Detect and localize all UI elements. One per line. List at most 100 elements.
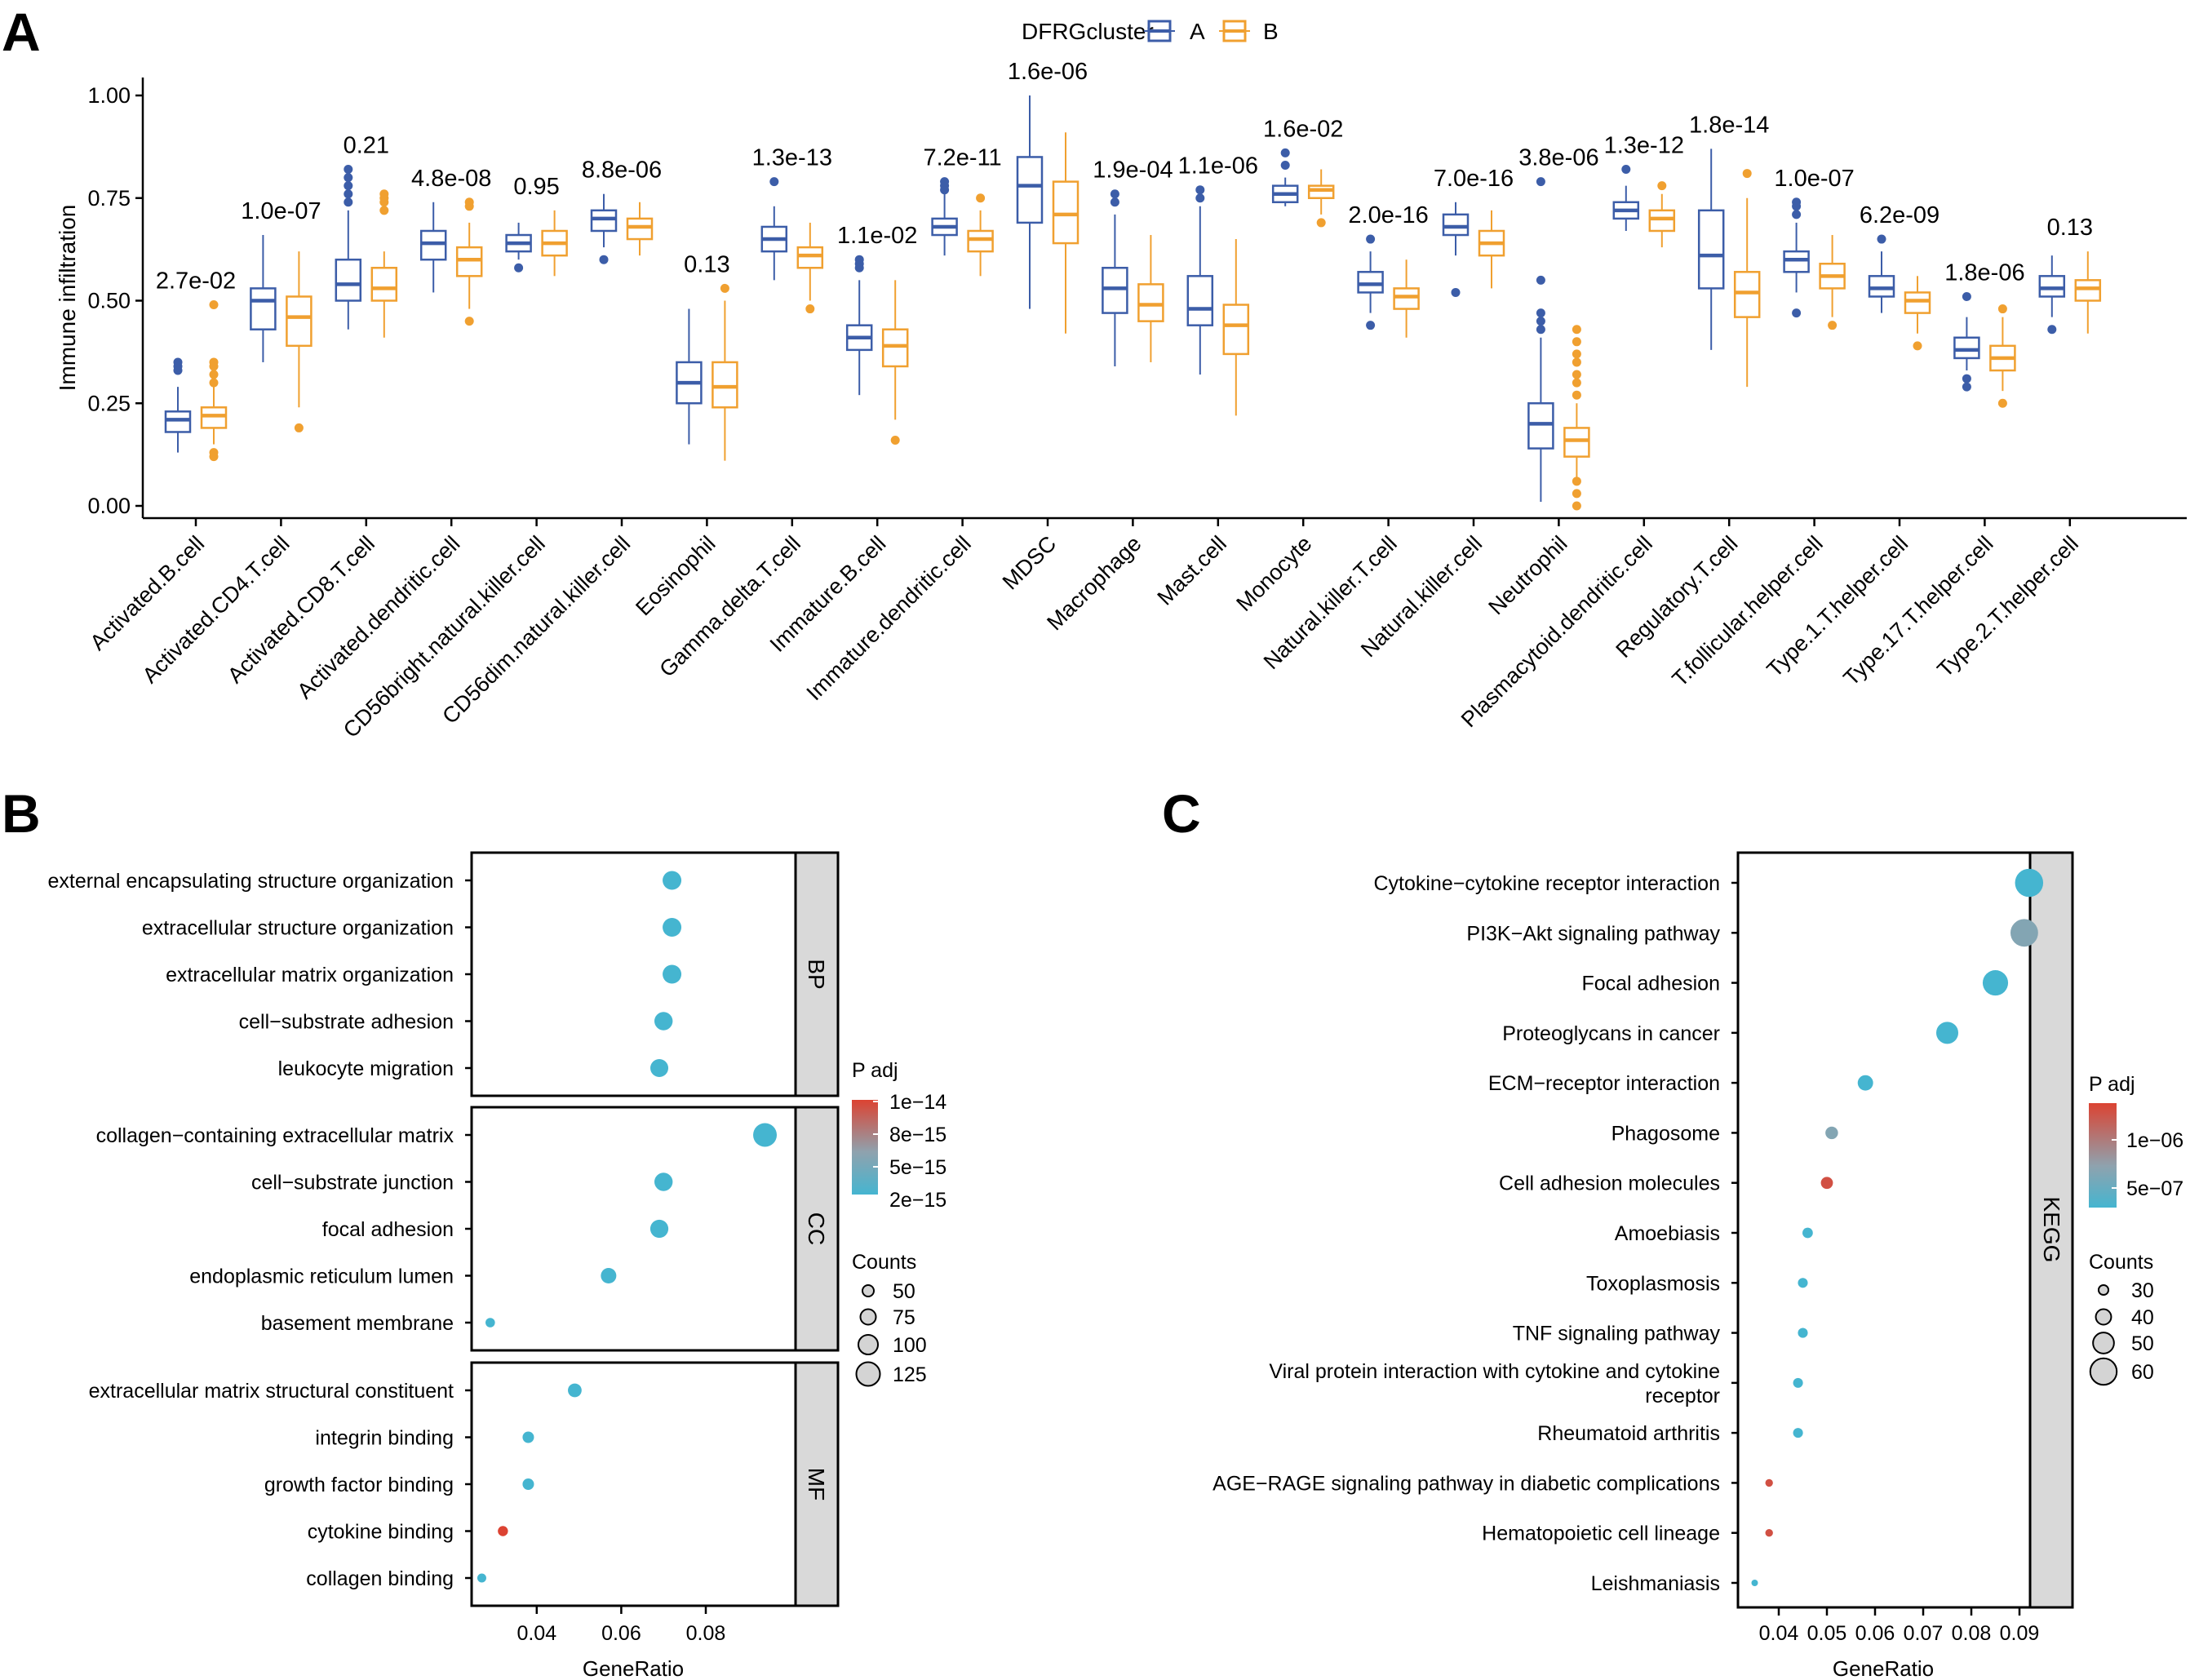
outlier-point [1195,193,1205,203]
b-facet-frame [470,1361,797,1607]
c-legend-counts-label: 60 [2131,1361,2154,1384]
box [1868,275,1895,298]
outlier-point [1657,181,1667,191]
b-term-label: collagen binding [306,1567,454,1590]
c-dot [1798,1278,1808,1288]
box [626,217,654,241]
box [419,229,447,261]
outlier-point [1280,161,1290,171]
c-dot [2010,919,2038,947]
outlier-point [1572,390,1581,400]
outlier-point [1877,234,1886,244]
box [1904,291,1931,314]
panel-b-go-dotplot: BP external encapsulating structure organ… [47,851,946,1680]
outlier-point [1997,398,2007,408]
outlier-point [854,255,864,264]
outlier-point [1195,185,1205,195]
outlier-point [1742,169,1752,179]
outlier-point [1572,337,1581,347]
b-dot [649,1219,669,1239]
outlier-point [1451,287,1461,297]
outlier-point [1572,357,1581,367]
c-dot [1802,1227,1813,1239]
box [335,258,362,302]
p-value-label: 6.2e-09 [1860,202,1940,228]
c-dot [1820,1177,1833,1190]
b-dot [753,1123,778,1147]
x-tick-label: MDSC [998,531,1061,594]
x-tick-label: Eosinophil [631,531,720,620]
box [1697,209,1725,290]
b-dot [654,1172,673,1191]
box [1783,250,1810,273]
box [370,267,398,302]
b-dot [498,1526,508,1536]
c-term-label: Cytokine−cytokine receptor interaction [1373,872,1720,895]
b-dot [522,1431,534,1443]
outlier-point [1792,308,1802,318]
b-term-label: extracellular matrix organization [166,964,454,986]
outlier-point [294,423,304,432]
b-term-label: focal adhesion [322,1218,454,1241]
b-term-label: cytokine binding [308,1521,454,1544]
c-facet-strip-label: KEGG [2039,1197,2064,1263]
c-term-label: Focal adhesion [1581,973,1720,995]
b-x-tick-label: 0.04 [516,1622,556,1645]
outlier-point [1572,370,1581,379]
b-dot [663,871,682,890]
c-term-label-line1: Viral protein interaction with cytokine … [1269,1360,1720,1383]
b-dot [522,1478,534,1490]
c-legend-counts-label: 30 [2131,1279,2154,1302]
panel-label-c: C [1162,783,1201,844]
box [1307,184,1335,200]
b-legend-padj-label: 8e−15 [889,1124,946,1146]
c-term-label: Toxoplasmosis [1586,1272,1720,1295]
b-term-label: cell−substrate adhesion [239,1011,454,1034]
c-legend-size-dot [2095,1308,2112,1326]
outlier-point [599,255,609,264]
outlier-point [1536,325,1545,335]
c-dot [1793,1377,1803,1388]
legend-title: DFRGcluster [1022,19,1154,44]
c-x-tick-label: 0.08 [1952,1622,1992,1645]
box [1102,267,1128,314]
box [796,246,824,269]
c-legend-size-dot [2097,1283,2110,1297]
outlier-point [209,357,219,367]
b-term-label: external encapsulating structure organiz… [47,870,454,893]
outlier-point [2047,325,2057,335]
b-legend-counts-label: 75 [893,1306,915,1329]
b-term-label: growth factor binding [264,1474,454,1496]
outlier-point [890,436,900,445]
c-legend-counts-label: 40 [2131,1306,2154,1329]
p-value-label: 1.1e-06 [1178,153,1258,180]
b-term-label: endoplasmic reticulum lumen [189,1266,454,1288]
b-dot [663,918,682,937]
outlier-point [379,206,389,215]
box [1016,156,1044,224]
box [881,328,909,368]
p-value-label: 1.8e-06 [1944,259,2024,286]
p-value-label: 1.9e-04 [1093,157,1173,184]
outlier-point [209,448,219,458]
c-dot [1793,1428,1803,1438]
b-legend-counts-label: 50 [893,1280,915,1303]
box [200,406,228,429]
c-x-tick-label: 0.07 [1904,1622,1944,1645]
outlier-point [720,283,729,293]
p-value-label: 2.0e-16 [1348,202,1428,228]
c-dot [1751,1580,1758,1586]
c-dot [1857,1075,1873,1091]
box [1442,213,1470,237]
c-legend: P adj 1e−06 5e−07 Counts 30 40 50 60 [2089,1073,2183,1386]
outlier-point [173,357,183,367]
y-axis-title: Immune infiltration [55,205,80,392]
c-term-label-line2: receptor [1645,1385,1720,1407]
b-legend-padj-label: 1e−14 [889,1091,946,1114]
c-term-label: Leishmaniasis [1591,1572,1720,1595]
p-value-label: 1.1e-02 [837,223,917,249]
b-facet-frame [470,851,797,1097]
outlier-point [1962,291,1971,301]
outlier-point [514,263,524,273]
outlier-point [1536,275,1545,285]
